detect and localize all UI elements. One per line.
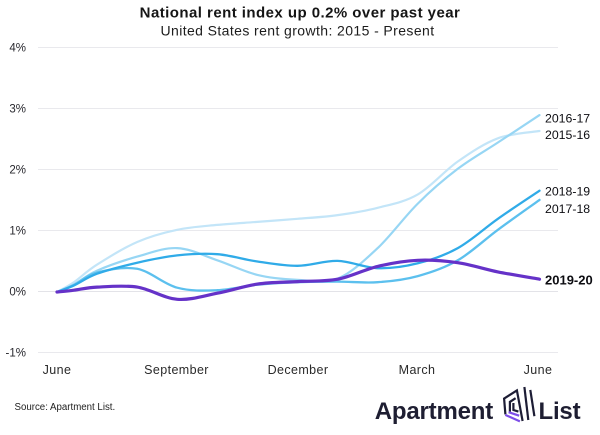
svg-text:2017-18: 2017-18 <box>545 202 590 216</box>
svg-text:June: June <box>43 363 72 377</box>
svg-text:0%: 0% <box>9 287 26 299</box>
svg-text:List: List <box>539 398 581 425</box>
svg-text:March: March <box>399 363 436 377</box>
svg-text:2015-16: 2015-16 <box>545 128 590 142</box>
svg-text:3%: 3% <box>9 104 26 116</box>
svg-text:June: June <box>524 363 553 377</box>
svg-text:-1%: -1% <box>6 348 26 360</box>
svg-text:December: December <box>268 363 329 377</box>
svg-text:Source: Apartment List.: Source: Apartment List. <box>15 402 116 413</box>
svg-text:2019-20: 2019-20 <box>545 273 593 288</box>
svg-text:2016-17: 2016-17 <box>545 112 590 126</box>
svg-text:Apartment: Apartment <box>375 398 493 425</box>
svg-text:2%: 2% <box>9 165 26 177</box>
svg-text:2018-19: 2018-19 <box>545 185 590 199</box>
svg-text:1%: 1% <box>9 226 26 238</box>
svg-text:National rent index up 0.2% ov: National rent index up 0.2% over past ye… <box>140 5 461 22</box>
svg-text:September: September <box>144 363 209 377</box>
svg-text:United States rent growth: 201: United States rent growth: 2015 - Presen… <box>161 23 435 39</box>
svg-text:4%: 4% <box>9 43 26 55</box>
